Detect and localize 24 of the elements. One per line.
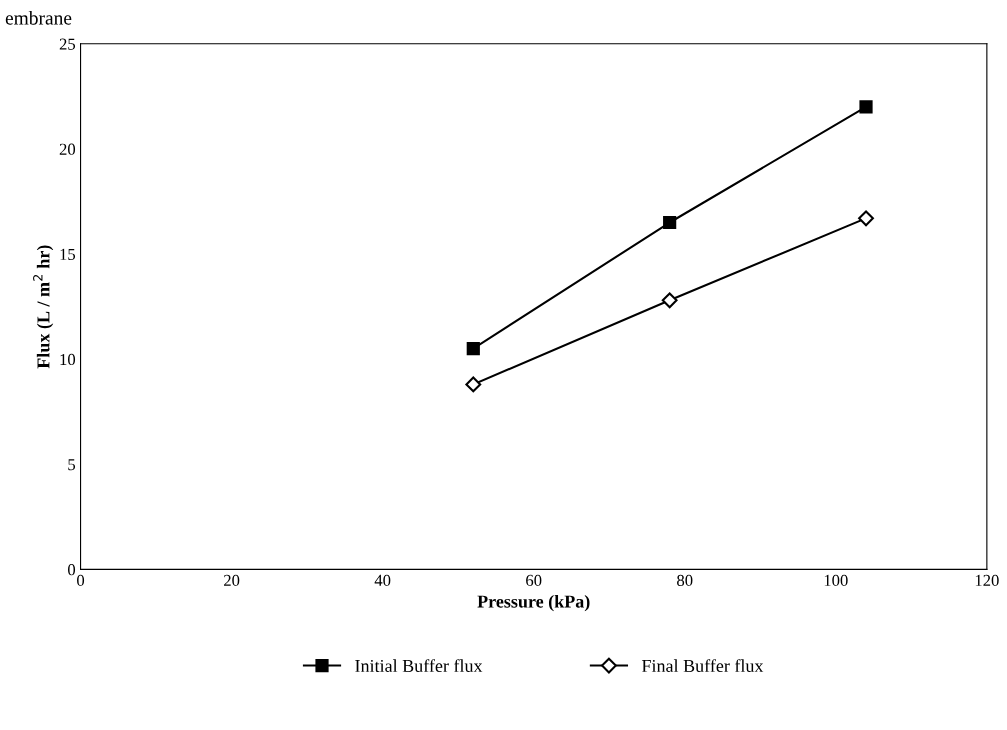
x-tick-label: 120 [975, 574, 999, 586]
x-tick-label: 20 [224, 574, 240, 586]
chart-title: embrane [5, 10, 72, 25]
y-tick-label: 0 [68, 564, 76, 576]
y-axis-title: Flux (L / m$^{2}$ hr) [33, 245, 54, 369]
y-tick-label: 25 [59, 38, 76, 50]
legend-label: Final Buffer flux [641, 659, 764, 673]
y-tick-label: 10 [60, 353, 76, 366]
point [858, 210, 874, 227]
x-tick-label: 0 [77, 574, 85, 586]
point [661, 292, 678, 309]
y-tick-label: 20 [59, 143, 76, 155]
x-axis-title: Pressure (kPa) [477, 594, 590, 612]
y-tick-label: 15 [60, 248, 76, 260]
x-tick-label: 40 [374, 574, 391, 586]
y-tick-label: 5 [68, 459, 76, 471]
point [859, 100, 873, 114]
x-tick-label: 60 [526, 574, 542, 586]
x-tick-label: 80 [677, 574, 693, 586]
legend-label: Initial Buffer flux [355, 659, 483, 673]
point [465, 376, 482, 393]
point [663, 215, 677, 230]
x-tick-label: 100 [824, 574, 848, 586]
point [466, 342, 480, 356]
